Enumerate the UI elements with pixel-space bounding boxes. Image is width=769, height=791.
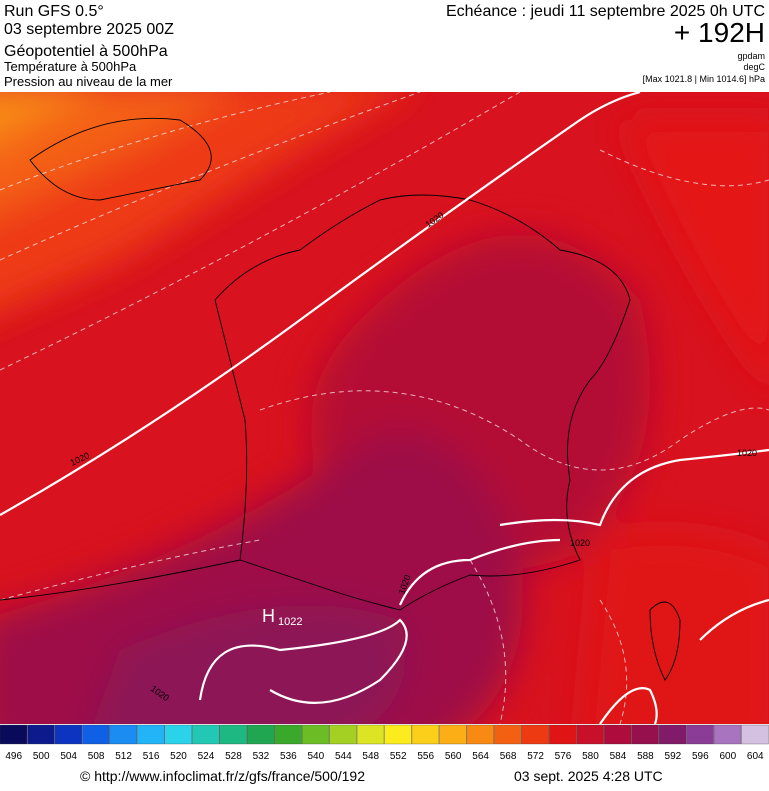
legend-label: 580 [582, 751, 599, 762]
legend-swatch [192, 724, 220, 745]
legend-label: 504 [60, 751, 77, 762]
high-letter: H [262, 606, 275, 626]
legend-label: 552 [390, 751, 407, 762]
legend-swatch [741, 724, 769, 745]
legend-label: 500 [33, 751, 50, 762]
legend-swatch [329, 724, 357, 745]
legend-label: 536 [280, 751, 297, 762]
field-temperature: Température à 500hPa [4, 59, 137, 74]
legend-label: 604 [747, 751, 764, 762]
legend-label: 592 [665, 751, 682, 762]
legend-label: 508 [88, 751, 105, 762]
unit-gpdam: gpdam [737, 51, 765, 61]
map: 1020 1020 1020 1020 1020 1020 H 1022 [0, 92, 769, 724]
legend-label: 584 [610, 751, 627, 762]
legend-swatch [631, 724, 659, 745]
legend-swatch [82, 724, 110, 745]
legend-swatch [219, 724, 247, 745]
source-url: © http://www.infoclimat.fr/z/gfs/france/… [80, 768, 365, 784]
isobar-label: 1020 [570, 538, 590, 548]
legend-swatch [521, 724, 549, 745]
isobars [0, 92, 769, 724]
lead-time: + 192H [674, 17, 765, 48]
legend-label: 576 [555, 751, 572, 762]
legend-label: 572 [527, 751, 544, 762]
forecast-time: Echéance : jeudi 11 septembre 2025 0h UT… [446, 3, 765, 20]
legend-label: 520 [170, 751, 187, 762]
legend-swatch [27, 724, 55, 745]
legend-swatch [439, 724, 467, 745]
legend-label: 516 [143, 751, 160, 762]
legend-label: 596 [692, 751, 709, 762]
legend-swatch [137, 724, 165, 745]
legend-swatch [109, 724, 137, 745]
legend-label: 528 [225, 751, 242, 762]
legend-swatch [686, 724, 714, 745]
legend-label: 496 [5, 751, 22, 762]
legend-swatch [301, 724, 330, 745]
legend-swatch [494, 724, 522, 745]
field-pressure: Pression au niveau de la mer [4, 74, 173, 89]
unit-degc: degC [743, 62, 765, 72]
legend-label: 544 [335, 751, 352, 762]
legend-swatch [411, 724, 440, 745]
run-title: Run GFS 0.5° [4, 3, 104, 20]
high-value: 1022 [278, 616, 302, 628]
legend-label: 540 [307, 751, 324, 762]
legend-label: 568 [500, 751, 517, 762]
legend-swatch [384, 724, 412, 745]
temperature-field [0, 92, 769, 724]
legend-swatch [576, 724, 604, 745]
legend-label: 524 [198, 751, 215, 762]
legend-swatch [164, 724, 192, 745]
legend-swatch [356, 724, 385, 745]
legend-label: 564 [472, 751, 489, 762]
legend-label: 588 [637, 751, 654, 762]
legend-swatch [54, 724, 83, 745]
field-geopotential: Géopotentiel à 500hPa [4, 43, 168, 60]
legend-label: 560 [445, 751, 462, 762]
coastlines [0, 117, 681, 681]
timestamp: 03 sept. 2025 4:28 UTC [514, 768, 663, 784]
isobar-label: 1020 [737, 448, 757, 458]
run-date: 03 septembre 2025 00Z [4, 21, 174, 38]
legend-label: 512 [115, 751, 132, 762]
legend-swatch [247, 724, 275, 745]
legend-label: 532 [253, 751, 270, 762]
legend-swatch [604, 724, 632, 745]
pressure-range: [Max 1021.8 | Min 1014.6] hPa [643, 74, 765, 84]
legend-label: 556 [417, 751, 434, 762]
legend-label: 600 [719, 751, 736, 762]
legend-swatch [466, 724, 495, 745]
legend-label: 548 [362, 751, 379, 762]
legend-swatch [274, 724, 302, 745]
color-legend: 496 500 504 508 512 516 520 524 528 532 536 540 544 5… [0, 724, 769, 762]
legend-swatch [713, 724, 742, 745]
temperature-isolines [0, 92, 769, 724]
legend-swatch [658, 724, 687, 745]
legend-swatch [549, 724, 577, 745]
legend-swatch [0, 724, 28, 745]
